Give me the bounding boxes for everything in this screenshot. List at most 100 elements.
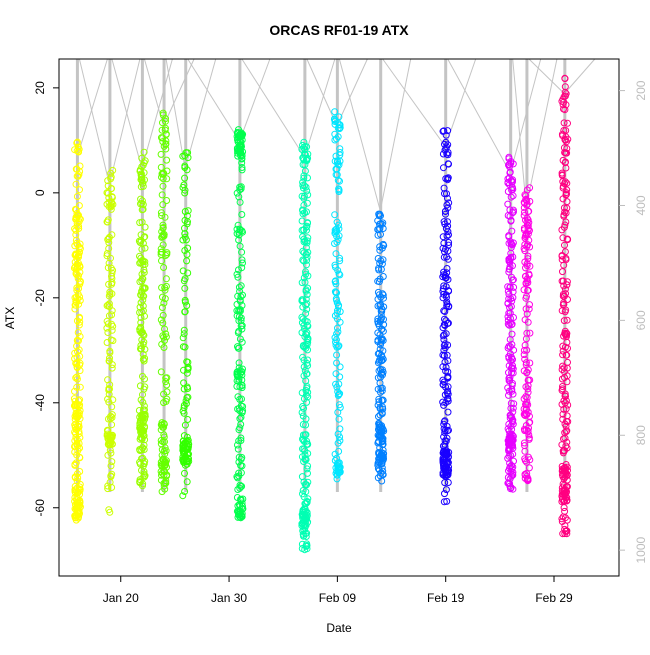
- data-point: [376, 243, 384, 251]
- data-point: [108, 458, 116, 466]
- data-point: [520, 425, 528, 433]
- data-point: [137, 195, 145, 203]
- x-tick-label: Jan 30: [211, 591, 247, 605]
- data-point: [505, 290, 513, 298]
- data-point: [439, 244, 447, 252]
- data-point: [332, 380, 340, 388]
- data-point: [335, 380, 343, 388]
- data-point: [140, 357, 148, 365]
- data-point: [336, 254, 344, 262]
- data-point: [443, 422, 451, 430]
- data-point: [524, 208, 532, 215]
- data-point: [298, 510, 306, 518]
- data-point: [374, 338, 382, 345]
- data-point: [563, 186, 571, 194]
- data-point: [559, 101, 567, 109]
- data-point: [377, 424, 385, 432]
- data-point: [238, 322, 246, 330]
- data-point: [139, 482, 146, 490]
- data-point: [179, 407, 187, 415]
- data-point: [505, 479, 513, 487]
- data-point: [300, 174, 308, 182]
- data-point: [72, 420, 80, 428]
- data-point: [336, 390, 344, 398]
- data-point: [332, 295, 340, 303]
- data-point: [561, 308, 569, 316]
- altitude-trace: [512, 58, 527, 204]
- data-point: [235, 313, 243, 321]
- data-point: [380, 242, 388, 249]
- data-point: [72, 374, 80, 382]
- data-point: [521, 208, 528, 216]
- data-point: [440, 401, 448, 409]
- data-point: [181, 296, 189, 304]
- data-point: [563, 351, 571, 359]
- data-point: [377, 459, 385, 467]
- y-tick-label: -40: [33, 394, 47, 412]
- data-point: [76, 361, 84, 369]
- data-point: [374, 231, 382, 239]
- data-point: [563, 476, 571, 484]
- data-point: [442, 138, 450, 146]
- data-point: [162, 117, 169, 125]
- data-point: [564, 358, 571, 366]
- data-point: [559, 449, 567, 457]
- data-point: [105, 233, 113, 241]
- data-point: [560, 127, 568, 134]
- data-point: [74, 329, 82, 336]
- data-point: [158, 126, 166, 134]
- data-point: [508, 227, 516, 235]
- data-point: [180, 441, 188, 449]
- data-point: [72, 226, 80, 234]
- data-point: [137, 345, 144, 353]
- data-point: [299, 435, 306, 443]
- data-point: [235, 472, 243, 480]
- data-point: [179, 267, 187, 275]
- data-point: [302, 431, 310, 439]
- data-point: [525, 464, 533, 472]
- x-tick-label: Feb 29: [535, 591, 573, 605]
- data-point: [72, 270, 80, 278]
- data-point: [181, 275, 189, 283]
- data-point: [508, 341, 516, 348]
- data-point: [524, 385, 532, 393]
- data-point: [301, 146, 309, 154]
- data-point: [107, 169, 115, 177]
- data-point: [233, 494, 241, 501]
- data-point: [563, 417, 570, 425]
- data-point: [141, 345, 149, 353]
- data-point: [509, 192, 517, 200]
- data-point: [139, 350, 147, 358]
- data-point: [523, 214, 531, 222]
- data-point: [504, 179, 512, 187]
- data-point: [108, 269, 116, 277]
- data-point: [303, 305, 311, 313]
- altitude-trace: [239, 58, 271, 141]
- data-point: [138, 426, 146, 434]
- data-point: [107, 449, 115, 457]
- data-point: [237, 434, 245, 442]
- data-point: [106, 288, 114, 296]
- data-point: [505, 233, 513, 241]
- data-point: [440, 346, 448, 354]
- data-point: [559, 234, 567, 242]
- data-point: [138, 176, 146, 184]
- data-point: [523, 329, 531, 337]
- data-point: [562, 422, 570, 430]
- data-point: [236, 395, 244, 403]
- data-point: [136, 382, 144, 390]
- data-point: [522, 422, 530, 429]
- data-point: [334, 392, 342, 399]
- data-point: [137, 183, 145, 191]
- data-point: [158, 340, 166, 348]
- chart-title: ORCAS RF01-19 ATX: [269, 22, 409, 38]
- data-point: [235, 469, 243, 477]
- data-point: [73, 193, 81, 200]
- data-point: [104, 236, 112, 243]
- data-point: [105, 300, 113, 308]
- data-point: [334, 328, 342, 336]
- right-tick-label: 600: [634, 310, 648, 330]
- data-point: [301, 209, 309, 217]
- data-point: [303, 318, 311, 326]
- data-point: [561, 241, 568, 249]
